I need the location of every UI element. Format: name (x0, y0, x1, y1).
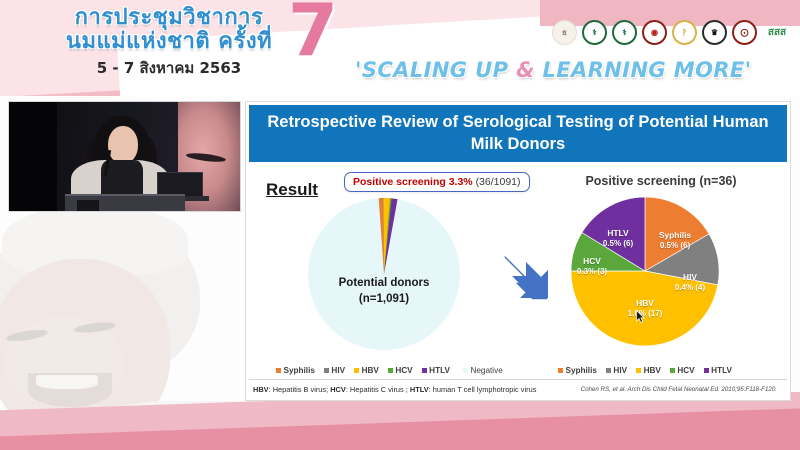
legend-label-hiv-left: HIV (331, 366, 346, 375)
header-background (0, 0, 800, 96)
laptop-screen (157, 172, 203, 198)
potential-donors-pie-chart: Potential donors (n=1,091) (308, 197, 460, 350)
royal-emblem-logo: ธ (552, 20, 577, 45)
organizer-logo-strip: ธ ⚕ ⚕ ◉ ᚹ ♛ ⨀ สสส (552, 20, 792, 45)
footnote-hcv-key: HCV (330, 385, 346, 394)
legend-item-negative-left: Negative (462, 366, 503, 375)
presentation-slide: Retrospective Review of Serological Test… (245, 101, 791, 401)
conference-date: 5 - 7 สิงหาคม 2563 (96, 59, 242, 78)
slide-title: Retrospective Review of Serological Test… (249, 105, 787, 162)
baby-mouth (28, 373, 112, 407)
legend-swatch-syphilis-left (276, 368, 281, 373)
baby-hat (0, 211, 200, 383)
baby-teeth (36, 375, 98, 389)
pie-slice-htlv (581, 196, 646, 272)
conference-title-line1: การประชุมวิชาการ (74, 5, 264, 30)
header-pink-corner (540, 0, 800, 26)
legend-label-syphilis-left: Syphilis (283, 366, 315, 375)
positive-screening-callout: Positive screening 3.3% (36/1091) (344, 172, 530, 192)
footnote-htlv-value: : human T cell lymphotropic virus (428, 385, 537, 394)
legend-label-hiv-right: HIV (613, 366, 628, 375)
speaker-face (108, 126, 138, 164)
legend-item-htlv-left: HTLV (421, 366, 450, 375)
legend-swatch-negative-left (462, 368, 468, 373)
footnote-hcv-value: : Hepatitis C virus ; (345, 385, 410, 394)
legend-label-htlv-left: HTLV (429, 366, 450, 375)
legend-item-hcv-left: HCV (387, 366, 413, 375)
positive-screening-legend: Syphilis HIV HBV HCV HTLV (558, 366, 732, 375)
podium-panel (77, 200, 99, 211)
source-citation: Cohen RS, et al. Arch Dis Child Fetal Ne… (580, 386, 777, 393)
legend-swatch-hbv-right (636, 368, 642, 373)
mouse-cursor-icon (636, 310, 645, 323)
legend-item-hcv-right: HCV (669, 366, 695, 375)
health-ministry-logo: ⚕ (612, 20, 637, 45)
legend-item-syphilis-right: Syphilis (558, 366, 597, 375)
legend-swatch-hcv-left (387, 368, 393, 373)
positive-screening-pie-title: Positive screening (n=36) (585, 174, 737, 188)
slide-body: Result Positive screening 3.3% (36/1091)… (246, 162, 790, 402)
legend-swatch-htlv-right (703, 368, 709, 373)
thai-breastfeeding-foundation-logo: ⚕ (582, 20, 607, 45)
potential-donors-label-line2: (n=1,091) (358, 292, 410, 305)
royal-college-logo: ◉ (642, 20, 667, 45)
legend-label-hbv-right: HBV (643, 366, 661, 375)
legend-swatch-hcv-right (669, 368, 675, 373)
legend-label-htlv-right: HTLV (711, 366, 732, 375)
legend-swatch-hbv-left (354, 368, 360, 373)
legend-item-hiv-right: HIV (605, 366, 628, 375)
legend-item-htlv-right: HTLV (703, 366, 732, 375)
thai-red-cross-logo: ⨀ (732, 20, 757, 45)
speaker-video-feed[interactable] (8, 101, 241, 212)
potential-donors-label: Potential donors (n=1,091) (308, 276, 460, 307)
footnote-hbv-key: HBV (253, 385, 269, 394)
conference-title-line2: นมแม่แห่งชาติ ครั้งที่ (65, 29, 273, 55)
tagline-prefix: 'SCALING UP (355, 58, 517, 82)
callout-fraction-text: (36/1091) (475, 176, 521, 188)
legend-item-hbv-right: HBV (636, 366, 661, 375)
potential-donors-legend: Syphilis HIV HBV HCV HTLV (276, 366, 503, 375)
conference-edition-number: 7 (288, 0, 339, 72)
footnote-htlv-key: HTLV (409, 385, 429, 394)
pie-slice-syphilis (644, 196, 710, 272)
legend-swatch-hiv-left (323, 368, 329, 373)
tagline-ampersand: & (516, 58, 535, 82)
tagline-suffix: LEARNING MORE' (534, 58, 752, 82)
conference-title-block: การประชุมวิชาการ นมแม่แห่งชาติ ครั้งที่ … (24, 6, 314, 80)
slide-footnote-bar: HBV: Hepatitis B virus; HCV: Hepatitis C… (249, 379, 787, 399)
legend-swatch-hiv-right (605, 368, 611, 373)
legend-label-negative-left: Negative (470, 366, 503, 375)
legend-label-hcv-left: HCV (395, 366, 413, 375)
garuda-emblem-logo: ᚹ (672, 20, 697, 45)
thaihealth-sss-logo: สสส (767, 27, 787, 38)
abbreviation-footnote: HBV: Hepatitis B virus; HCV: Hepatitis C… (253, 385, 536, 394)
pie-slice-hbv (570, 270, 719, 347)
legend-item-hbv-left: HBV (354, 366, 379, 375)
legend-item-hiv-left: HIV (323, 366, 346, 375)
legend-item-syphilis-left: Syphilis (276, 366, 315, 375)
blue-arrow-icon (503, 252, 549, 301)
footnote-hbv-value: : Hepatitis B virus; (268, 385, 331, 394)
legend-swatch-syphilis-right (558, 368, 563, 373)
legend-swatch-htlv-left (421, 368, 427, 373)
video-dark-panel (9, 102, 57, 211)
legend-label-syphilis-right: Syphilis (565, 366, 597, 375)
result-heading: Result (266, 180, 318, 199)
legend-label-hbv-left: HBV (361, 366, 379, 375)
positive-screening-pie-chart: Syphilis 0.5% (6) HIV 0.4% (4) HBV 1.6% … (568, 194, 722, 348)
pediatric-society-logo: ♛ (702, 20, 727, 45)
callout-highlight-text: Positive screening 3.3% (353, 176, 473, 188)
baby-hat-crown (2, 205, 188, 275)
conference-tagline: 'SCALING UP & LEARNING MORE' (355, 58, 795, 82)
baby-cheek (4, 317, 124, 407)
potential-donors-label-line1: Potential donors (338, 277, 430, 289)
legend-label-hcv-right: HCV (677, 366, 695, 375)
